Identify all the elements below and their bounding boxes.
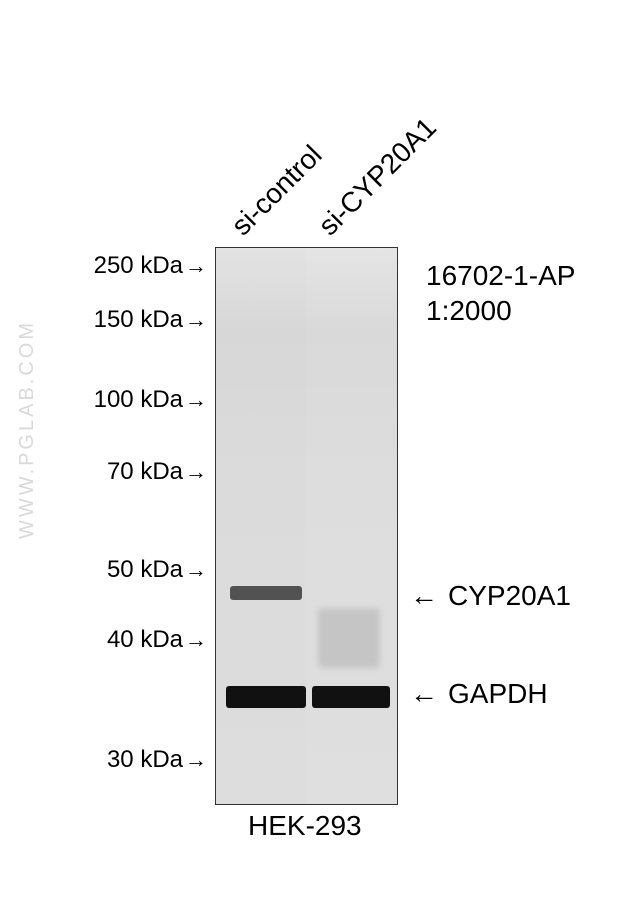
ladder-mark: 30 kDa→	[72, 746, 207, 774]
antibody-catalog: 16702-1-AP	[426, 260, 575, 292]
arrow-gapdh: ←	[410, 678, 438, 710]
ladder-mark: 40 kDa→	[72, 626, 207, 654]
ladder-mark: 50 kDa→	[72, 556, 207, 584]
figure-container: WWW.PGLAB.COM si-control si-CYP20A1 250 …	[0, 0, 625, 903]
ladder-mark: 150 kDa→	[72, 306, 207, 334]
antibody-dilution: 1:2000	[426, 295, 512, 327]
ladder-mark: 100 kDa→	[72, 386, 207, 414]
lane-label-2: si-CYP20A1	[312, 112, 442, 242]
label-gapdh: GAPDH	[448, 678, 548, 710]
band-gapdh-lane2	[312, 686, 390, 708]
label-cyp20a1: CYP20A1	[448, 580, 571, 612]
band-gapdh-lane1	[226, 686, 306, 708]
blot-membrane	[215, 247, 398, 805]
lane-label-1: si-control	[225, 139, 328, 242]
lane-2-region	[306, 248, 398, 804]
watermark: WWW.PGLAB.COM	[16, 320, 39, 539]
band-cyp20a1-lane1	[230, 586, 302, 600]
lane-1-region	[216, 248, 306, 804]
ladder-mark: 70 kDa→	[72, 458, 207, 486]
sample-label: HEK-293	[248, 810, 362, 842]
smear-lane2	[318, 608, 380, 668]
ladder-mark: 250 kDa→	[72, 252, 207, 280]
arrow-cyp20a1: ←	[410, 580, 438, 612]
